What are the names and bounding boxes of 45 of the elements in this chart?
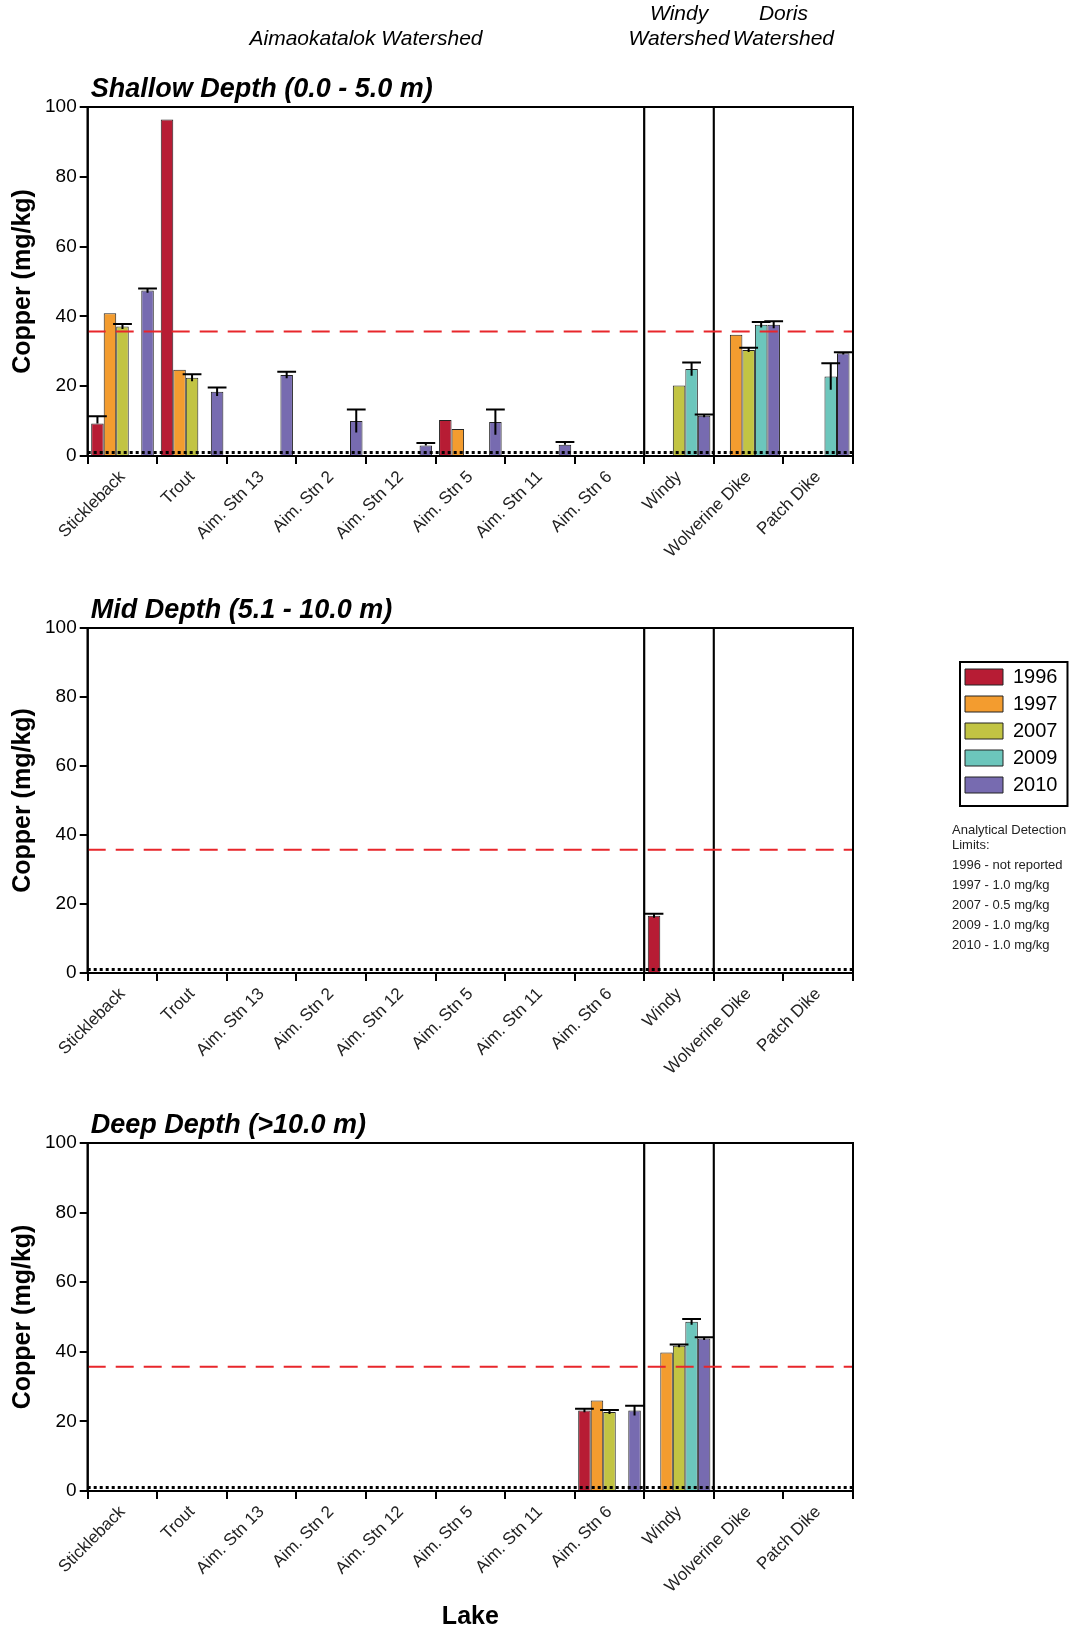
y-tick-label: 20 (55, 892, 77, 914)
x-tick-label: Aim. Stn 2 (268, 1501, 338, 1571)
x-tick-label: Aim. Stn 2 (268, 983, 338, 1053)
y-tick-label: 80 (55, 165, 77, 187)
x-tick-label: Aim. Stn 2 (268, 466, 338, 536)
legend-label: 1997 (1013, 691, 1058, 714)
x-tick-label: Aim. Stn 6 (546, 983, 616, 1053)
text: 2010 - 1.0 mg/kg (952, 937, 1051, 952)
text: 2007 - 0.5 mg/kg (952, 897, 1051, 912)
legend-label: 1996 (1013, 664, 1058, 687)
y-tick-label: 80 (55, 685, 77, 707)
chart-title: Deep Depth (>10.0 m) (90, 1109, 367, 1139)
y-axis-title: Copper (mg/kg) (6, 1224, 35, 1410)
y-tick-label: 40 (55, 823, 77, 845)
y-tick-label: 0 (66, 961, 77, 983)
text: 1997 - 1.0 mg/kg (952, 877, 1051, 892)
band-label: Windy Watershed (628, 1, 731, 49)
y-tick-label: 0 (66, 1479, 77, 1501)
y-tick-label: 100 (45, 1131, 77, 1153)
y-tick-label: 60 (55, 1270, 77, 1292)
y-tick-label: 40 (55, 304, 77, 326)
x-tick-label: Aim. Stn 6 (546, 466, 616, 536)
chart-title: Mid Depth (5.1 - 10.0 m) (90, 594, 393, 624)
legend-label: 2010 (1013, 772, 1058, 795)
y-axis-title: Copper (mg/kg) (6, 189, 35, 374)
chart-title: Shallow Depth (0.0 - 5.0 m) (90, 73, 433, 103)
y-tick-label: 80 (55, 1200, 77, 1222)
legend-label: 2007 (1013, 718, 1058, 741)
y-tick-label: 100 (45, 616, 77, 638)
y-tick-label: 40 (55, 1340, 77, 1362)
text: 2009 - 1.0 mg/kg (952, 917, 1051, 932)
y-tick-label: 0 (66, 444, 77, 466)
y-tick-label: 60 (55, 234, 77, 256)
legend-label: 2009 (1013, 745, 1058, 768)
y-tick-label: 20 (55, 1409, 77, 1431)
y-axis-title: Copper (mg/kg) (6, 708, 35, 893)
x-tick-label: Aim. Stn 6 (546, 1501, 616, 1571)
y-tick-label: 60 (55, 754, 77, 776)
text: 1996 - not reported (952, 857, 1064, 872)
band-label: Aimaokatalok Watershed (247, 26, 484, 49)
text: Analytical Detection Limits: (952, 822, 1068, 852)
y-tick-label: 20 (55, 374, 77, 396)
band-label: Doris Watershed (732, 1, 836, 49)
x-axis-title: Lake (441, 1600, 499, 1629)
y-tick-label: 100 (45, 95, 77, 117)
